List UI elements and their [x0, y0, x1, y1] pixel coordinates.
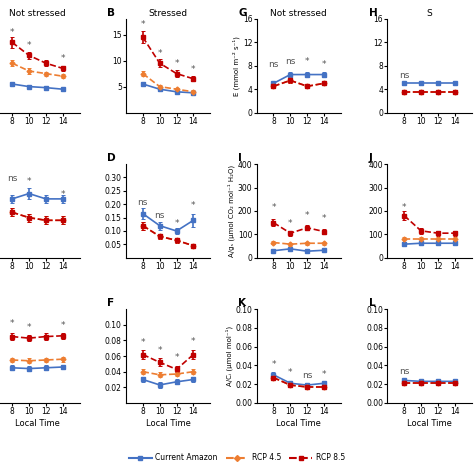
- Text: *: *: [141, 337, 145, 346]
- Text: *: *: [174, 219, 179, 228]
- Text: *: *: [61, 190, 65, 199]
- X-axis label: Local Time: Local Time: [146, 419, 191, 428]
- Title: S: S: [427, 9, 432, 18]
- Text: D: D: [108, 153, 116, 163]
- Text: J: J: [369, 153, 373, 163]
- Text: ns: ns: [399, 72, 410, 81]
- Text: *: *: [27, 41, 31, 50]
- Text: *: *: [191, 337, 196, 346]
- Text: *: *: [141, 20, 145, 29]
- Text: ns: ns: [285, 57, 296, 66]
- Text: *: *: [288, 368, 292, 377]
- Text: *: *: [191, 64, 196, 73]
- Text: L: L: [369, 298, 375, 308]
- Text: *: *: [191, 201, 196, 210]
- Text: ns: ns: [268, 60, 279, 69]
- X-axis label: Local Time: Local Time: [15, 419, 60, 428]
- Text: *: *: [27, 176, 31, 185]
- Text: *: *: [402, 203, 406, 212]
- Text: *: *: [10, 319, 14, 328]
- Text: *: *: [288, 219, 292, 228]
- Legend: Current Amazon, RCP 4.5, RCP 8.5: Current Amazon, RCP 4.5, RCP 8.5: [126, 450, 348, 465]
- Text: *: *: [174, 59, 179, 68]
- Title: Stressed: Stressed: [148, 9, 188, 18]
- X-axis label: Local Time: Local Time: [407, 419, 452, 428]
- Text: F: F: [108, 298, 115, 308]
- Text: ns: ns: [399, 367, 410, 376]
- Title: Not stressed: Not stressed: [9, 9, 66, 18]
- Text: I: I: [238, 153, 242, 163]
- Text: H: H: [369, 8, 377, 18]
- Text: *: *: [61, 54, 65, 63]
- Text: *: *: [157, 346, 162, 355]
- Text: *: *: [322, 60, 326, 69]
- Text: *: *: [61, 321, 65, 330]
- Text: K: K: [238, 298, 246, 308]
- Text: *: *: [271, 203, 276, 212]
- Y-axis label: E (mmol m⁻² s⁻¹): E (mmol m⁻² s⁻¹): [233, 36, 240, 96]
- Y-axis label: A/Cᵢ (μmol mol⁻¹): A/Cᵢ (μmol mol⁻¹): [225, 326, 233, 386]
- Text: *: *: [157, 49, 162, 58]
- Text: ns: ns: [137, 198, 148, 207]
- Text: *: *: [305, 211, 310, 220]
- Text: ns: ns: [155, 211, 165, 220]
- Text: *: *: [27, 323, 31, 332]
- Text: *: *: [305, 57, 310, 66]
- Text: *: *: [271, 360, 276, 369]
- Text: *: *: [322, 371, 326, 380]
- Text: *: *: [322, 214, 326, 223]
- Text: G: G: [238, 8, 246, 18]
- Text: ns: ns: [7, 174, 18, 183]
- Text: B: B: [108, 8, 115, 18]
- Text: *: *: [10, 28, 14, 37]
- Y-axis label: A/gₛ (μmol CO₂ mol⁻¹ H₂O): A/gₛ (μmol CO₂ mol⁻¹ H₂O): [228, 165, 235, 257]
- Text: ns: ns: [302, 372, 312, 381]
- Title: Not stressed: Not stressed: [270, 9, 327, 18]
- X-axis label: Local Time: Local Time: [276, 419, 321, 428]
- Text: *: *: [174, 353, 179, 362]
